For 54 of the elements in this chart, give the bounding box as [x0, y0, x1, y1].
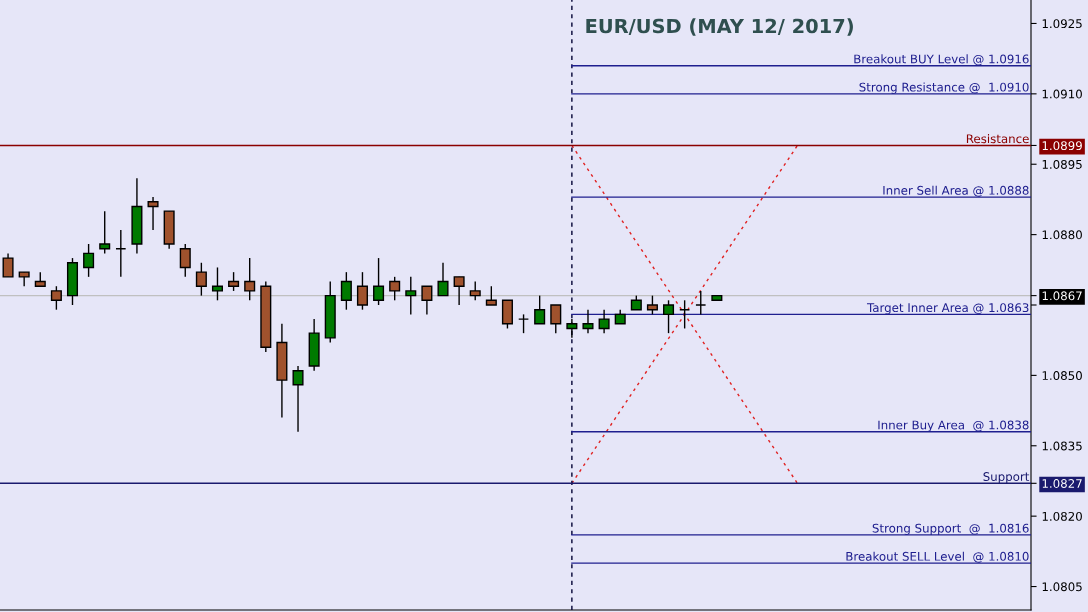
- candlestick: [469, 280, 481, 302]
- candlestick: [679, 299, 691, 330]
- y-tick-label: 1.0895: [1042, 159, 1082, 169]
- candlestick: [421, 285, 433, 316]
- y-tick-label: 1.0820: [1042, 511, 1082, 521]
- y-tick-label: 1.0925: [1042, 19, 1082, 29]
- ref-line-label: Strong Support @ 1.0816: [872, 523, 1029, 535]
- candlestick: [244, 257, 256, 302]
- candlestick: [582, 308, 594, 334]
- candlestick: [663, 299, 675, 334]
- candlestick: [356, 271, 368, 311]
- candlestick: [179, 243, 191, 278]
- candlestick: [501, 299, 513, 330]
- y-tick-label: 1.0850: [1042, 371, 1082, 381]
- candlestick: [453, 276, 465, 306]
- candlestick: [485, 285, 497, 306]
- y-tick-label: 1.0835: [1042, 441, 1082, 451]
- candlestick: [534, 294, 546, 325]
- y-tick-label: 1.0827: [1042, 479, 1082, 488]
- candlestick: [195, 262, 207, 297]
- candlestick: [518, 313, 530, 334]
- candlestick: [228, 271, 240, 292]
- candlestick: [99, 210, 111, 255]
- candlestick: [405, 276, 417, 316]
- candlestick: [211, 266, 224, 302]
- candlestick: [2, 252, 14, 278]
- y-tick-label: 1.0805: [1042, 582, 1082, 592]
- candlestick: [646, 294, 658, 316]
- candlestick: [50, 285, 62, 311]
- candlestick: [83, 243, 95, 278]
- ref-line-label: Strong Resistance @ 1.0910: [859, 82, 1029, 94]
- candlestick: [389, 276, 401, 302]
- candlestick: [695, 290, 707, 316]
- y-tick-label: 1.0910: [1042, 89, 1082, 99]
- ref-line-label: Support: [983, 472, 1030, 484]
- candlestick: [115, 229, 127, 278]
- y-tick-label: 1.0867: [1042, 291, 1082, 301]
- ref-line-label: Breakout SELL Level @ 1.0810: [846, 551, 1029, 563]
- candlestick: [147, 196, 159, 231]
- candlestick: [566, 318, 578, 339]
- y-tick-label: 1.0880: [1042, 230, 1082, 240]
- text: EUR/USD (MAY 12/ 2017): [586, 18, 853, 36]
- candlestick: [437, 262, 449, 297]
- ref-line-label: Target Inner Area @ 1.0863: [866, 303, 1029, 315]
- ref-line-label: Inner Buy Area @ 1.0838: [878, 420, 1029, 432]
- candlestick: [340, 271, 352, 311]
- candlestick: [292, 365, 304, 433]
- ref-line-label: Inner Sell Area @ 1.0888: [883, 185, 1029, 197]
- ref-line-label: Resistance: [966, 134, 1029, 144]
- y-tick-label: 1.0899: [1042, 141, 1082, 151]
- candlestick: [598, 308, 610, 334]
- ref-line-label: Breakout BUY Level @ 1.0916: [854, 54, 1029, 66]
- candlestick: [373, 257, 385, 306]
- candlestick: [550, 304, 562, 334]
